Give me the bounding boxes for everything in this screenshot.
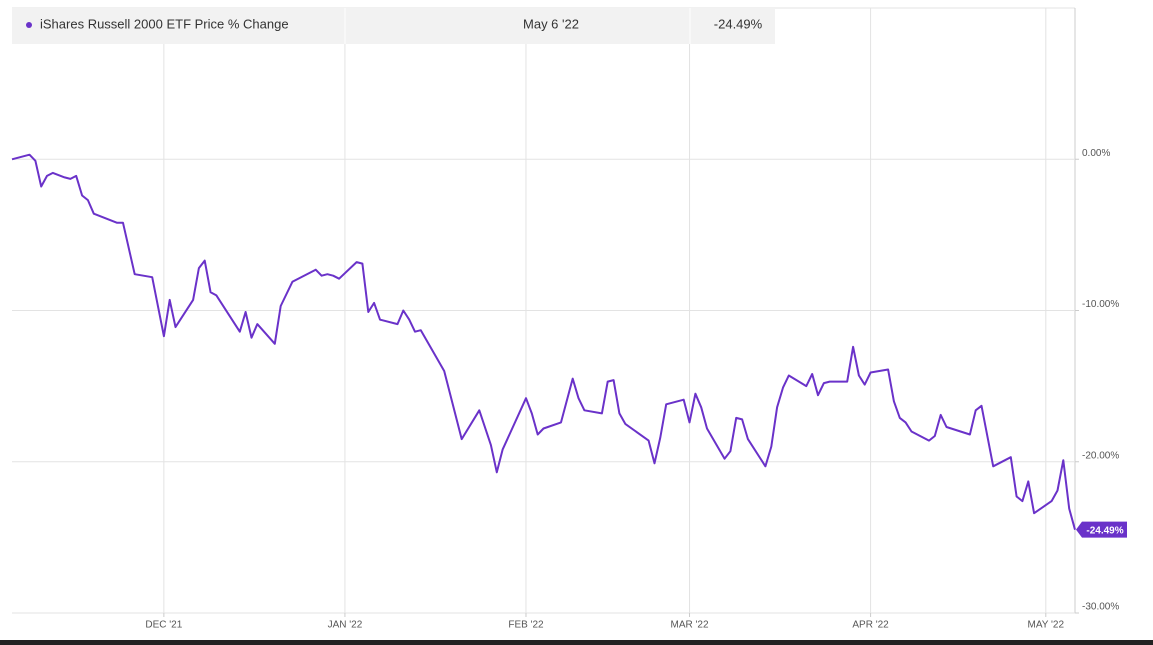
- legend-box: [12, 8, 775, 44]
- y-tick-label: -20.00%: [1082, 450, 1119, 461]
- legend-label: iShares Russell 2000 ETF Price % Change: [40, 16, 289, 31]
- x-tick-label: APR '22: [852, 620, 889, 631]
- bottom-bar: [0, 640, 1153, 645]
- x-tick-label: MAR '22: [670, 620, 708, 631]
- line: [11, 153, 1076, 530]
- y-tick-label: -30.00%: [1082, 602, 1119, 613]
- y-tick-label: 0.00%: [1082, 148, 1110, 159]
- y-tick-label: -10.00%: [1082, 299, 1119, 310]
- value-tag: [1076, 521, 1127, 538]
- x-tick-label: DEC '21: [145, 620, 182, 631]
- x-tick-label: FEB '22: [508, 620, 544, 631]
- value-tag-label: -24.49%: [1086, 525, 1123, 536]
- legend-date: May 6 '22: [523, 16, 579, 31]
- legend-value: -24.49%: [714, 16, 763, 31]
- legend-marker: [26, 22, 32, 28]
- plot: 0.00% -10.00% -20.00% -30.00% DEC '21 JAN '22…: [11, 8, 1119, 631]
- x-tick-label: MAY '22: [1028, 620, 1065, 631]
- x-tick-label: JAN '22: [328, 620, 363, 631]
